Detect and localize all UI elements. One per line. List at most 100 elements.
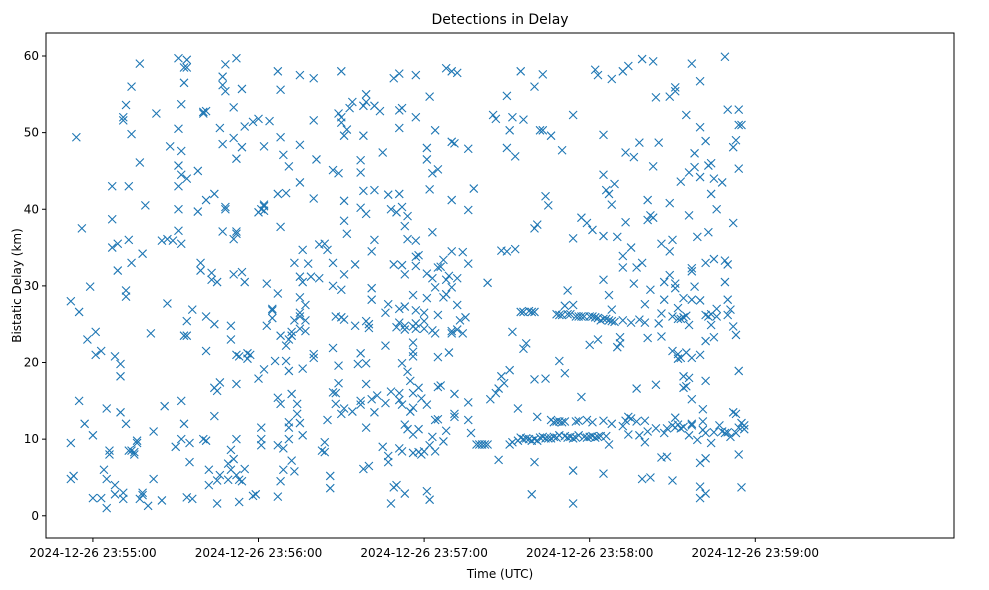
data-point (240, 277, 250, 287)
data-point (450, 389, 459, 399)
data-point (129, 450, 139, 459)
data-point (232, 229, 241, 239)
data-point (408, 338, 418, 347)
data-point (679, 371, 688, 381)
data-point (334, 378, 343, 388)
data-point (85, 282, 95, 292)
data-point (295, 292, 305, 302)
data-point (723, 310, 733, 320)
data-point (394, 189, 404, 199)
data-point (303, 259, 313, 269)
data-point (648, 161, 658, 171)
data-point (654, 319, 664, 328)
data-point (400, 489, 410, 498)
data-point (325, 483, 335, 493)
data-point (336, 409, 346, 419)
data-point (433, 263, 443, 272)
data-point (176, 396, 186, 406)
data-point (590, 65, 600, 75)
data-point (612, 232, 622, 242)
data-point (74, 396, 84, 406)
data-point (262, 321, 272, 331)
data-point (116, 371, 125, 381)
data-point (342, 125, 352, 134)
data-point (273, 393, 283, 403)
data-point (662, 452, 672, 462)
data-point (557, 417, 567, 427)
data-point (430, 415, 440, 425)
data-point (383, 190, 393, 200)
data-point (425, 495, 435, 505)
data-point (510, 244, 520, 254)
data-point (193, 166, 203, 176)
data-point (444, 348, 454, 357)
data-point (541, 191, 550, 201)
data-point (350, 321, 360, 331)
data-point (278, 443, 288, 453)
data-point (254, 374, 263, 383)
data-point (491, 388, 501, 398)
data-point (637, 474, 647, 484)
data-point (607, 316, 617, 326)
data-point (447, 66, 457, 76)
data-point (634, 315, 644, 324)
data-point (422, 269, 432, 279)
data-point (687, 59, 697, 69)
data-point (494, 455, 504, 465)
data-point (734, 366, 744, 376)
data-point (717, 178, 727, 187)
data-point (502, 247, 512, 256)
data-point (604, 315, 614, 325)
data-point (361, 209, 371, 219)
data-point (447, 283, 457, 292)
data-point (505, 125, 515, 135)
data-point (375, 106, 385, 116)
data-point (91, 327, 101, 337)
data-point (560, 368, 570, 378)
data-point (430, 125, 440, 135)
data-point (168, 236, 178, 246)
data-point (681, 311, 691, 321)
data-point (107, 243, 117, 252)
data-point (709, 332, 719, 342)
data-point (124, 181, 134, 191)
data-point (447, 137, 457, 147)
data-point (408, 403, 418, 413)
data-point (623, 412, 633, 422)
data-point (71, 132, 81, 142)
data-point (640, 299, 650, 309)
data-point (466, 428, 476, 438)
data-point (615, 332, 625, 342)
data-point (695, 493, 705, 503)
data-point (77, 224, 87, 233)
data-point (124, 446, 134, 456)
data-point (127, 129, 136, 139)
data-point (287, 327, 297, 337)
data-point (618, 263, 628, 272)
data-point (358, 464, 368, 474)
data-point (646, 285, 655, 295)
data-point (334, 361, 343, 370)
data-point (127, 258, 136, 268)
y-axis-label: Bistatic Delay (km) (10, 228, 24, 343)
data-point (632, 384, 642, 393)
x-tick-label: 2024-12-26 23:56:00 (195, 546, 322, 560)
data-point (400, 302, 410, 311)
data-point (201, 106, 211, 116)
data-point (328, 388, 338, 397)
data-point (400, 221, 410, 231)
data-point (237, 84, 247, 94)
data-point (513, 404, 523, 413)
data-point (400, 321, 410, 331)
data-point (132, 436, 142, 446)
data-point (370, 185, 379, 195)
data-point (113, 239, 123, 249)
data-point (538, 432, 548, 442)
data-point (339, 404, 349, 413)
data-point (712, 204, 722, 214)
data-point (336, 112, 346, 122)
data-point (673, 314, 683, 324)
data-point (237, 476, 247, 486)
data-point (607, 419, 617, 429)
data-point (281, 356, 291, 366)
